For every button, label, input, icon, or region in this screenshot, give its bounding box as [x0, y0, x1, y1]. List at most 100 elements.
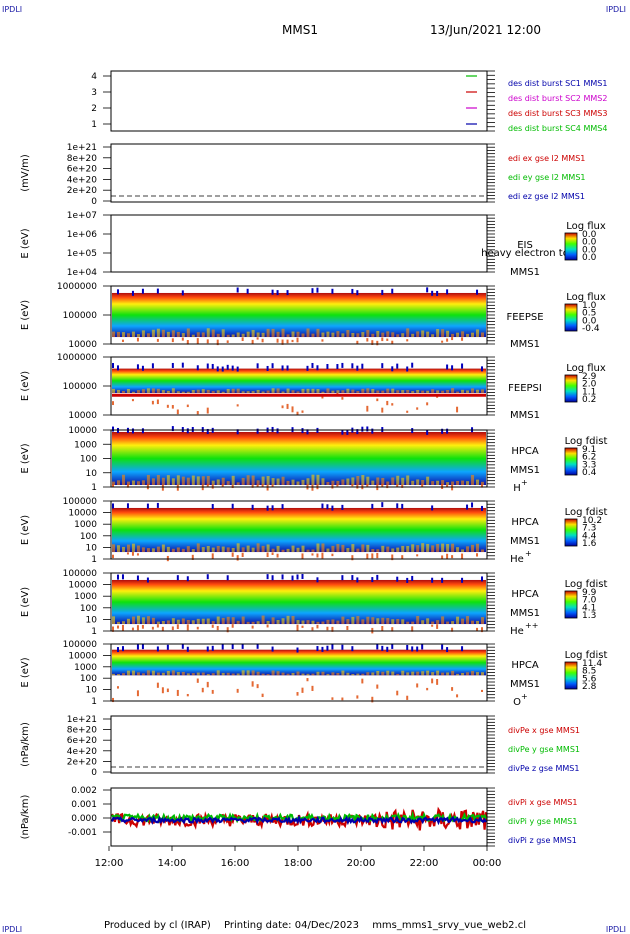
spectrogram-cell	[116, 647, 119, 653]
spectrogram-cell	[112, 697, 114, 703]
spectrogram-cell	[191, 426, 194, 432]
spectrogram-cell	[121, 624, 124, 631]
colorbar-tick-label: 2.9	[582, 372, 597, 382]
spectrogram-cell	[351, 616, 355, 625]
spectrogram-cell	[461, 331, 465, 338]
spectrogram-cell	[181, 391, 185, 393]
spectrogram-cell	[296, 411, 299, 415]
spectrogram-cell	[271, 484, 274, 488]
spectrogram-cell	[481, 484, 484, 488]
y-axis-label: E (eV)	[20, 587, 31, 617]
spectrogram-cell	[321, 339, 324, 342]
spectrogram-cell	[186, 576, 189, 582]
spectrogram-cell	[421, 330, 425, 338]
spectrogram-cell	[151, 626, 154, 630]
spectrogram-cell	[426, 618, 430, 625]
spectrogram-cell	[112, 544, 115, 553]
spectrogram-cell	[321, 391, 325, 393]
spectrogram-cell	[241, 670, 245, 676]
spectrogram-cell	[341, 575, 344, 581]
spectrogram-cell	[281, 391, 285, 393]
spectrogram-cell	[261, 332, 265, 338]
colorbar-tick-label: 1.1	[582, 387, 596, 397]
spectrogram-cell	[411, 544, 415, 553]
spectrogram-cell	[346, 478, 350, 485]
spectrogram-cell	[336, 331, 340, 338]
spectrogram-cell	[116, 574, 119, 580]
footer: Produced by cl (IRAP) Printing date: 04/…	[0, 920, 630, 931]
spectrogram-cell	[401, 545, 405, 553]
spectrogram-cell	[241, 333, 245, 338]
spectrogram-cell	[126, 333, 130, 338]
spectrogram-cell	[236, 429, 239, 435]
spectrogram-cell	[266, 674, 270, 676]
x-tick-label: 00:00	[473, 858, 502, 869]
spectrogram-cell	[471, 332, 475, 338]
spectrogram-cell	[112, 503, 114, 509]
spectrogram-cell	[401, 503, 404, 509]
spectrogram-cell	[146, 577, 149, 583]
spectrogram-cell	[351, 544, 355, 553]
spectrogram-cell	[371, 549, 375, 553]
spacecraft-label: MMS1	[510, 410, 540, 421]
spectrogram-cell	[291, 339, 294, 343]
spectrogram-cell	[306, 620, 310, 625]
panel-frame	[110, 143, 488, 203]
spectrogram-cell	[446, 364, 449, 370]
spectrogram-cell	[381, 617, 385, 625]
spectrogram-cell	[456, 547, 460, 553]
corner-label-bottom-right: IPDLI	[605, 925, 626, 934]
spectrogram-cell	[186, 404, 189, 408]
colorbar-tick-label: 5.6	[582, 674, 597, 684]
spectrogram-cell	[411, 575, 414, 581]
spectrogram-cell	[131, 399, 134, 402]
y-tick-label: 100	[80, 674, 97, 684]
spectrogram-cell	[386, 331, 390, 338]
spectrogram-cell	[431, 624, 434, 627]
spectrogram-cell	[271, 552, 274, 555]
spectrogram-cell	[341, 397, 344, 400]
spectrogram-cell	[416, 554, 419, 557]
spectrogram-cell	[231, 484, 234, 489]
spectrogram-cell	[166, 404, 169, 408]
y-tick-label: 10	[86, 686, 98, 696]
spectrogram-cell	[136, 364, 139, 370]
spectrogram-cell	[116, 365, 119, 371]
spectrogram-cell	[306, 328, 310, 338]
spectrogram-cell	[316, 671, 320, 676]
spectrogram-cell	[411, 428, 414, 434]
spectrogram-cell	[271, 426, 274, 432]
spectrogram-cell	[126, 552, 129, 555]
spectrogram-cell	[286, 480, 290, 485]
instrument-label: EIS	[517, 240, 533, 251]
spectrogram-cell	[166, 331, 170, 338]
y-tick-label: 3	[91, 88, 97, 98]
spectrogram-cell	[156, 682, 159, 688]
spectrogram-cell	[381, 337, 384, 342]
y-tick-label: 1	[91, 697, 97, 707]
y-axis-label: E (eV)	[20, 300, 31, 330]
spectrogram-cell	[261, 615, 265, 625]
x-tick-label: 12:00	[95, 858, 124, 869]
spectrogram-cell	[141, 428, 144, 434]
spectrogram-cell	[116, 331, 120, 338]
spectrogram-cell	[251, 475, 255, 485]
spectrogram-cell	[361, 332, 365, 338]
colorbar-title: Log fdist	[565, 650, 608, 661]
spectrogram-cell	[186, 428, 189, 434]
spectrogram-cell	[171, 388, 175, 393]
spectrogram-cell	[451, 621, 455, 625]
spectrogram-cell	[136, 644, 139, 650]
spectrogram-cell	[266, 484, 269, 491]
spectrogram-cell	[311, 549, 315, 553]
spectrogram-cell	[236, 688, 239, 693]
spectrogram-cell	[221, 644, 224, 650]
spectrogram-cell	[416, 545, 420, 553]
spectrogram-cell	[286, 388, 290, 393]
spectrogram-cell	[436, 290, 439, 296]
spectrogram-cell	[411, 362, 414, 368]
spectrogram-cell	[151, 388, 155, 393]
spectrogram-cell	[356, 616, 360, 625]
spectrogram-cell	[296, 547, 300, 553]
spectrogram-cell	[256, 480, 260, 485]
